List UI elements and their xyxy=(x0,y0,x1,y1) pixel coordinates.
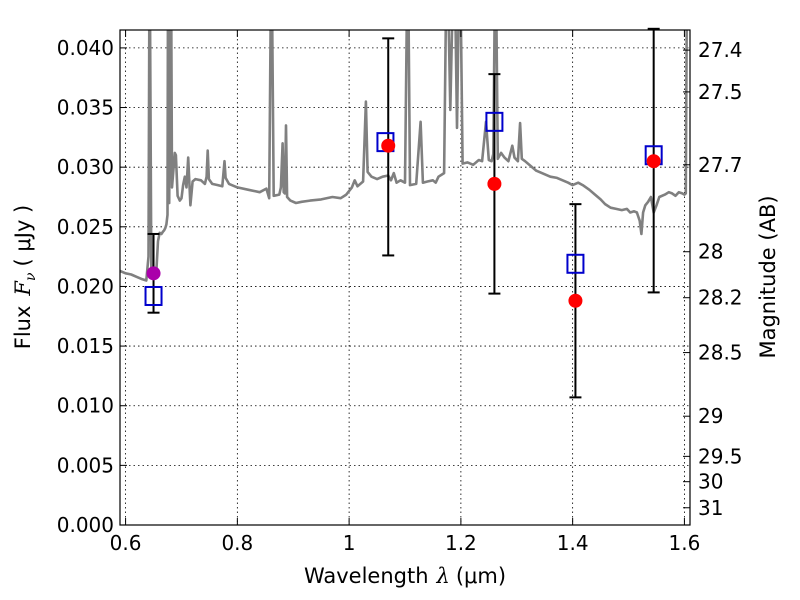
y-tick-labels: 0.000 0.005 0.010 0.015 0.020 0.025 0.030 0.035… xyxy=(57,36,114,537)
magnitude-tick-label: 29 xyxy=(698,404,723,428)
model-photometry-square xyxy=(566,253,585,274)
x-axis-label: Wavelength xyxy=(304,564,429,588)
y-tick-label: 0.010 xyxy=(57,394,114,418)
observed-flux-point xyxy=(646,154,661,169)
magnitude-tick-label: 28.5 xyxy=(698,341,743,365)
x-tick-label: 1.6 xyxy=(669,531,701,555)
x-axis-title: Wavelength λ (μm) xyxy=(304,564,506,588)
magnitude-tick-label: 30 xyxy=(698,470,723,494)
y-tick-label: 0.000 xyxy=(57,513,114,537)
model-photometry-square xyxy=(144,285,163,306)
magnitude-tick-label: 27.4 xyxy=(698,38,743,62)
observed-flux-point xyxy=(381,138,396,153)
axis-ticks xyxy=(120,30,690,526)
y-tick-label: 0.040 xyxy=(57,36,114,60)
y-tick-label: 0.005 xyxy=(57,453,114,477)
y-tick-label: 0.020 xyxy=(57,274,114,298)
y-axis-subscript: ν xyxy=(23,272,39,281)
y-axis-symbol: F xyxy=(11,280,35,297)
magnitude-tick-label: 27.7 xyxy=(698,153,743,177)
x-axis-symbol: λ xyxy=(436,564,450,588)
magnitude-tick-label: 27.5 xyxy=(698,80,743,104)
y-tick-label: 0.035 xyxy=(57,96,114,120)
y-axis-label: Flux xyxy=(11,306,35,350)
y-tick-label: 0.030 xyxy=(57,155,114,179)
y-axis-title: Flux Fν ( μJy ) xyxy=(11,205,39,349)
x-tick-label: 1 xyxy=(343,531,356,555)
plot-frame xyxy=(119,29,691,526)
x-tick-label: 1.4 xyxy=(557,531,589,555)
observed-flux-point xyxy=(568,293,583,308)
x-tick-labels: 0.6 0.8 1 1.2 1.4 1.6 xyxy=(110,531,701,555)
x-axis-unit: (μm) xyxy=(456,564,506,588)
model-photometry-square xyxy=(485,111,504,132)
y-tick-label: 0.025 xyxy=(57,215,114,239)
model-spectrum-line xyxy=(120,30,688,282)
y2-axis-title: Magnitude (AB) xyxy=(756,195,780,358)
observed-flux-point xyxy=(146,266,161,281)
x-tick-label: 1.2 xyxy=(445,531,477,555)
data-points xyxy=(144,27,663,399)
x-tick-label: 0.6 xyxy=(110,531,142,555)
observed-flux-point xyxy=(487,176,502,191)
magnitude-tick-label: 28 xyxy=(698,240,723,264)
magnitude-tick-label: 28.2 xyxy=(698,286,743,310)
x-tick-label: 0.8 xyxy=(221,531,253,555)
y-tick-label: 0.015 xyxy=(57,334,114,358)
y-axis-unit: ( μJy ) xyxy=(11,205,35,267)
magnitude-tick-label: 31 xyxy=(698,496,723,520)
magnitude-tick-label: 29.5 xyxy=(698,444,743,468)
